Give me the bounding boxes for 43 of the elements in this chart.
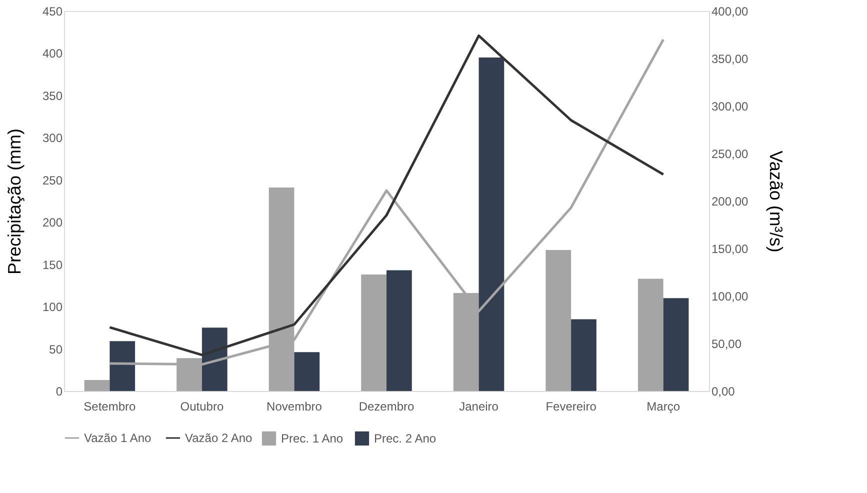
- x-tick-label: Outubro: [180, 400, 224, 414]
- bar: [202, 328, 228, 391]
- y2-tick-label: 350,00: [712, 52, 749, 66]
- bar: [663, 298, 689, 391]
- y2-tick-label: 50,00: [712, 337, 742, 351]
- y2-tick-label: 100,00: [712, 290, 749, 304]
- y-tick-label: 200: [42, 216, 63, 230]
- y-tick-label: 150: [42, 258, 63, 272]
- x-tick-label: Novembro: [266, 400, 322, 414]
- x-tick-label: Fevereiro: [546, 400, 597, 414]
- y-tick-label: 450: [42, 4, 63, 18]
- bar: [294, 352, 320, 391]
- x-tick-label: Dezembro: [358, 400, 414, 414]
- y2-tick-label: 0,00: [712, 384, 736, 398]
- y-tick-label: 300: [42, 131, 63, 146]
- legend-label: Vazão 1 Ano: [84, 431, 152, 445]
- y-tick-label: 400: [42, 46, 63, 61]
- bar: [110, 341, 136, 391]
- y2-tick-label: 200,00: [712, 194, 749, 208]
- y-tick-label: 0: [56, 384, 63, 398]
- y-tick-label: 50: [49, 342, 63, 356]
- legend-label: Prec. 1 Ano: [281, 431, 344, 446]
- y2-tick-label: 400,00: [712, 4, 749, 18]
- bar: [638, 278, 664, 391]
- y-tick-label: 100: [42, 300, 63, 314]
- bar: [361, 274, 386, 391]
- y-tick-label: 250: [42, 173, 63, 188]
- bar: [386, 270, 412, 391]
- bar: [571, 319, 596, 391]
- bar: [546, 250, 572, 391]
- legend-label: Vazão 2 Ano: [185, 431, 252, 445]
- y2-tick-label: 250,00: [712, 147, 749, 161]
- x-tick-label: Janeiro: [459, 400, 499, 414]
- x-tick-label: Março: [646, 400, 680, 414]
- y2-tick-label: 150,00: [712, 242, 749, 256]
- y2-tick-label: 300,00: [712, 100, 749, 114]
- y-axis-title: Precipitação (mm): [4, 128, 24, 275]
- bar: [84, 380, 110, 391]
- bar: [478, 57, 504, 391]
- x-tick-label: Setembro: [84, 400, 136, 414]
- y-tick-label: 350: [42, 88, 63, 103]
- legend-label: Prec. 2 Ano: [374, 431, 436, 446]
- y2-axis-title: Vazão (m³/s): [766, 150, 786, 252]
